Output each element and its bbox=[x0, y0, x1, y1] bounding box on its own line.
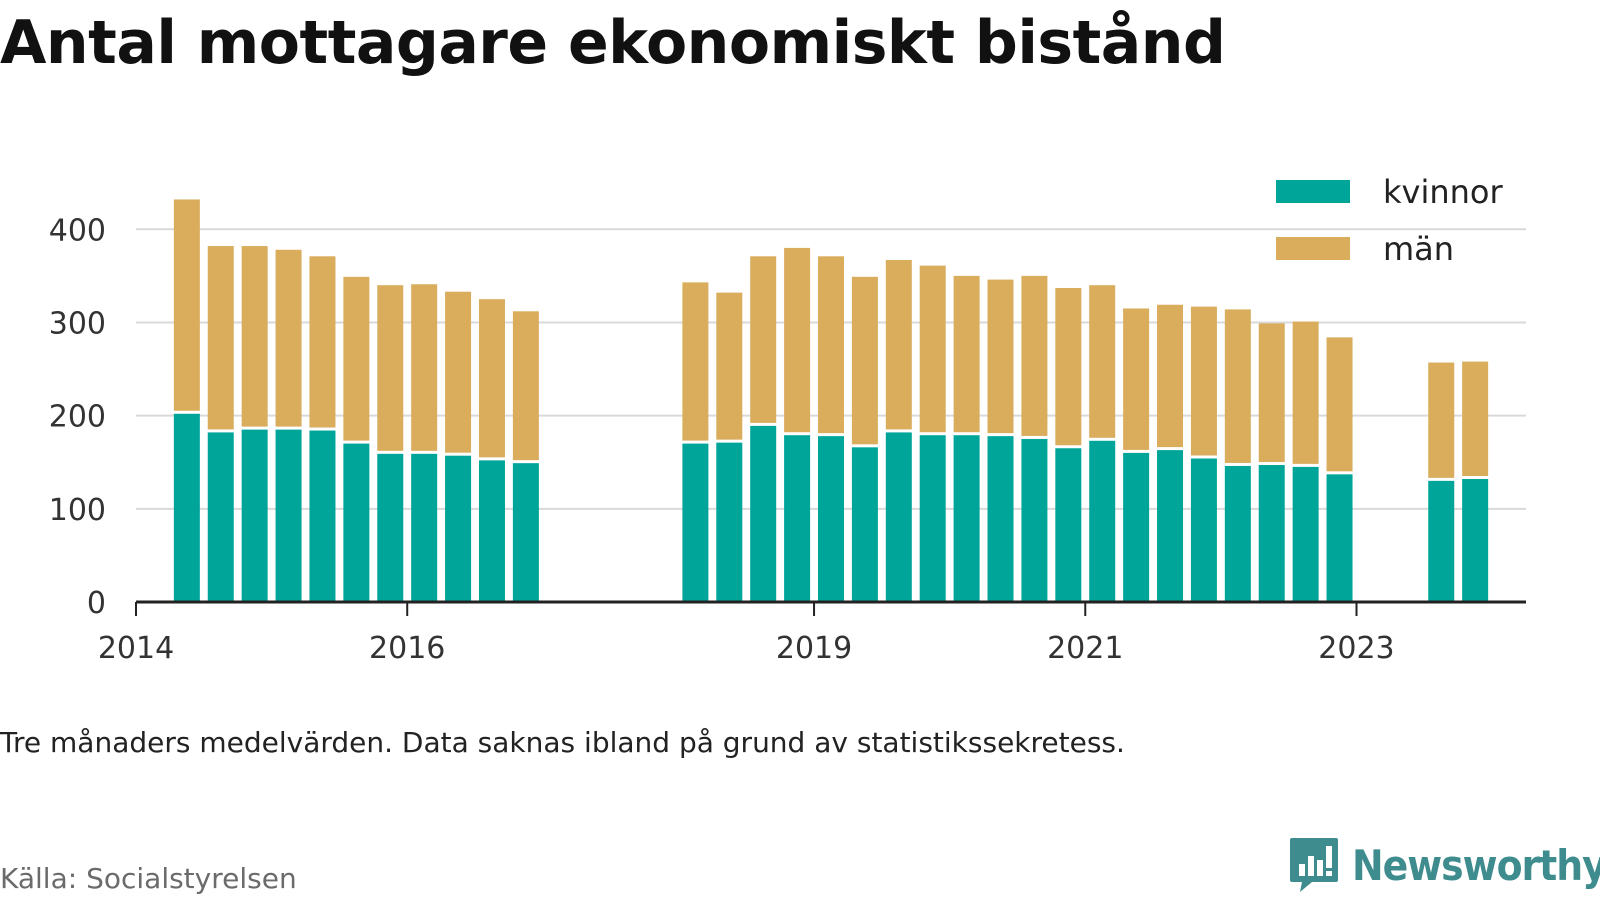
bar-kvinnor bbox=[275, 429, 302, 602]
x-tick-label: 2016 bbox=[369, 631, 445, 666]
bar-man bbox=[478, 299, 505, 458]
x-axis: 2014 2016 2019 2021 2023 bbox=[98, 600, 1526, 666]
bar-man bbox=[1089, 285, 1116, 438]
x-tick-label: 2014 bbox=[98, 631, 174, 666]
bar-man bbox=[919, 265, 946, 433]
bar-kvinnor bbox=[953, 435, 980, 602]
y-tick-label: 100 bbox=[49, 493, 106, 528]
bar-kvinnor bbox=[1462, 479, 1489, 602]
bar-kvinnor bbox=[784, 435, 811, 602]
bar-man bbox=[987, 279, 1014, 434]
bar-man bbox=[241, 246, 268, 427]
stacked-bar-chart: 0 100 200 300 400 2014 2016 2019 2021 2023 kvinn… bbox=[49, 173, 1527, 666]
source-text: Källa: Socialstyrelsen bbox=[0, 862, 297, 895]
bar-man bbox=[1326, 337, 1353, 472]
bar-kvinnor bbox=[750, 425, 777, 602]
bar-kvinnor bbox=[377, 453, 404, 602]
bar-kvinnor bbox=[478, 460, 505, 602]
bar-kvinnor bbox=[241, 429, 268, 602]
bar-kvinnor bbox=[1326, 474, 1353, 602]
chart-title: Antal mottagare ekonomiskt bistånd bbox=[0, 8, 1226, 78]
bar-kvinnor bbox=[1157, 450, 1184, 602]
bar-kvinnor bbox=[1190, 458, 1217, 602]
bar-man bbox=[1123, 308, 1150, 450]
bar-kvinnor bbox=[851, 447, 878, 602]
y-tick-label: 0 bbox=[87, 586, 106, 621]
bar-man bbox=[343, 276, 370, 441]
bar-man bbox=[1462, 361, 1489, 476]
bar-man bbox=[818, 256, 844, 434]
y-tick-label: 400 bbox=[49, 213, 106, 248]
newsworthy-logo-icon bbox=[1290, 838, 1338, 892]
bar-kvinnor bbox=[309, 430, 336, 602]
bar-man bbox=[445, 291, 472, 453]
bar-man bbox=[1224, 309, 1251, 463]
bar-kvinnor bbox=[1224, 465, 1251, 602]
bar-man bbox=[1258, 323, 1285, 463]
bar-kvinnor bbox=[987, 436, 1014, 602]
chart-note: Tre månaders medelvärden. Data saknas ib… bbox=[0, 726, 1125, 759]
legend-swatch-man bbox=[1276, 237, 1350, 260]
x-tick-label: 2019 bbox=[776, 631, 852, 666]
y-axis-ticks: 0 100 200 300 400 bbox=[49, 213, 106, 621]
bar-kvinnor bbox=[512, 463, 539, 602]
bar-kvinnor bbox=[1258, 465, 1285, 602]
bar-man bbox=[1428, 362, 1455, 478]
x-tick-label: 2023 bbox=[1318, 631, 1394, 666]
legend-background bbox=[1262, 200, 1527, 225]
bar-man bbox=[1292, 321, 1319, 464]
legend-label-man: män bbox=[1383, 230, 1454, 268]
bar-kvinnor bbox=[411, 453, 438, 602]
bar-man bbox=[716, 292, 743, 440]
bar-kvinnor bbox=[682, 443, 709, 602]
bar-man bbox=[207, 246, 234, 430]
x-tick-label: 2021 bbox=[1047, 631, 1123, 666]
bar-kvinnor bbox=[343, 443, 370, 602]
bar-man bbox=[275, 249, 302, 427]
legend-label-kvinnor: kvinnor bbox=[1383, 173, 1504, 211]
bar-kvinnor bbox=[173, 413, 200, 602]
bar-kvinnor bbox=[919, 435, 946, 602]
bar-kvinnor bbox=[716, 442, 743, 602]
bar-kvinnor bbox=[1428, 480, 1455, 602]
bar-man bbox=[885, 260, 912, 430]
y-tick-label: 300 bbox=[49, 306, 106, 341]
bar-man bbox=[512, 311, 539, 461]
bar-kvinnor bbox=[885, 432, 912, 602]
bar-man bbox=[1157, 304, 1184, 448]
bar-man bbox=[682, 282, 709, 441]
bar-man bbox=[1021, 275, 1048, 436]
bar-kvinnor bbox=[1055, 448, 1082, 602]
newsworthy-logo: Newsworthy bbox=[1288, 836, 1600, 894]
bar-kvinnor bbox=[1089, 440, 1116, 602]
y-tick-label: 200 bbox=[49, 400, 106, 435]
bar-man bbox=[953, 275, 980, 433]
bar-kvinnor bbox=[818, 436, 844, 602]
bar-man bbox=[411, 284, 438, 451]
brand-name: Newsworthy bbox=[1352, 840, 1600, 890]
bar-man bbox=[851, 276, 878, 445]
bar-kvinnor bbox=[1123, 452, 1150, 602]
legend: kvinnor män bbox=[1262, 173, 1527, 268]
bar-man bbox=[173, 199, 200, 411]
bar-man bbox=[784, 247, 811, 433]
bar-kvinnor bbox=[207, 432, 234, 602]
bar-man bbox=[309, 256, 336, 428]
bar-kvinnor bbox=[1292, 466, 1319, 602]
bars bbox=[173, 199, 1489, 602]
legend-swatch-kvinnor bbox=[1276, 180, 1350, 203]
bar-man bbox=[377, 285, 404, 451]
bar-kvinnor bbox=[445, 455, 472, 602]
bar-man bbox=[1190, 306, 1217, 456]
bar-kvinnor bbox=[1021, 438, 1048, 602]
bar-man bbox=[1055, 287, 1082, 446]
bar-man bbox=[750, 256, 777, 423]
